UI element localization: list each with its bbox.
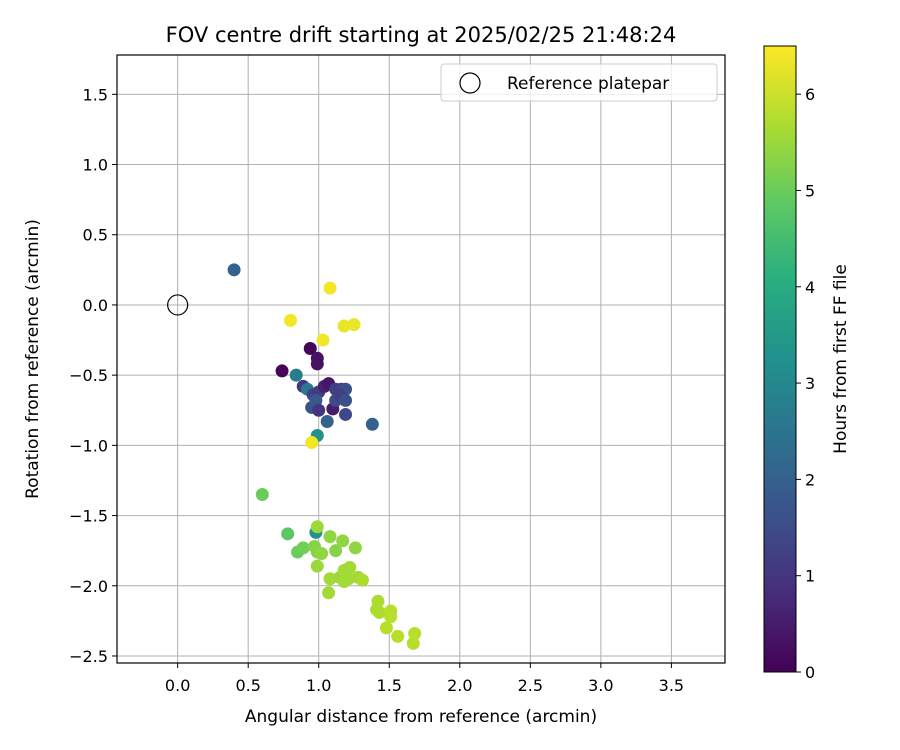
y-tick-label: −2.5 [69,647,108,666]
y-tick-label: 1.5 [83,85,108,104]
colorbar-tick-label: 3 [805,374,815,393]
colorbar-tick-label: 6 [805,85,815,104]
data-point [281,527,295,541]
x-tick-label: 1.0 [306,676,331,695]
data-point [323,281,337,295]
y-tick-label: 0.5 [83,226,108,245]
data-point [312,403,326,417]
data-point [337,319,351,333]
data-point [284,313,298,327]
data-point [336,534,350,548]
colorbar-gradient [763,45,797,673]
data-point [329,544,343,558]
legend: Reference platepar [440,63,718,102]
y-axis-label: Rotation from reference (arcmin) [23,219,43,499]
colorbar-ticks: 0 1 2 3 4 5 6 [796,85,815,682]
data-point [310,357,324,371]
x-tick-label: 1.5 [377,676,402,695]
x-axis-label: Angular distance from reference (arcmin) [245,707,597,727]
data-point [339,407,353,421]
data-point [316,333,330,347]
data-point [303,341,317,355]
y-tick-label: 1.0 [83,156,108,175]
data-point [408,627,422,641]
data-point [348,541,362,555]
data-point [309,393,323,407]
x-tick-label: 3.5 [659,676,684,695]
colorbar-label: Hours from first FF file [831,264,851,454]
data-point [341,572,355,586]
x-tick-label: 2.5 [518,676,543,695]
x-tick-label: 0.5 [235,676,260,695]
data-points [227,263,422,650]
y-tick-label: −0.5 [69,366,108,385]
colorbar-tick-label: 2 [805,470,815,489]
data-point [315,546,329,560]
data-point [406,636,420,650]
data-point [227,263,241,277]
data-point [355,573,369,587]
colorbar-tick-label: 0 [805,663,815,682]
data-point [255,488,269,502]
x-tick-label: 2.0 [447,676,472,695]
reference-marker [167,294,189,316]
data-point [365,417,379,431]
data-point [305,436,319,450]
data-point [310,559,324,573]
x-axis-ticks: 0.0 0.5 1.0 1.5 2.0 2.5 3.0 3.5 [165,663,684,695]
data-point [320,414,334,428]
data-point [289,368,303,382]
data-point [347,318,361,332]
data-point [310,520,324,534]
data-point [372,605,386,619]
y-tick-label: 0.0 [83,296,108,315]
colorbar: 0 1 2 3 4 5 6 Hours from first FF file [763,45,851,682]
y-axis-ticks: 1.5 1.0 0.5 0.0 −0.5 −1.0 −1.5 −2.0 −2.5 [69,85,117,666]
legend-marker-reference [459,72,481,94]
legend-label-reference: Reference platepar [507,74,669,94]
legend-box [440,63,718,102]
chart-title: FOV centre drift starting at 2025/02/25 … [166,23,677,47]
grid [117,55,725,663]
data-point [379,621,393,635]
data-point [323,572,337,586]
data-point [339,393,353,407]
reference-platepar-point [167,294,189,316]
data-point [296,541,310,555]
data-point [323,530,337,544]
data-point [343,561,357,575]
x-tick-label: 3.0 [588,676,613,695]
colorbar-tick-label: 1 [805,567,815,586]
data-point [384,610,398,624]
data-point [391,629,405,643]
y-tick-label: −1.0 [69,436,108,455]
data-point [322,586,336,600]
colorbar-tick-label: 5 [805,181,815,200]
y-tick-label: −2.0 [69,577,108,596]
colorbar-tick-label: 4 [805,278,815,297]
x-tick-label: 0.0 [165,676,190,695]
plot-frame [116,54,726,664]
y-tick-label: −1.5 [69,507,108,526]
data-point [275,364,289,378]
